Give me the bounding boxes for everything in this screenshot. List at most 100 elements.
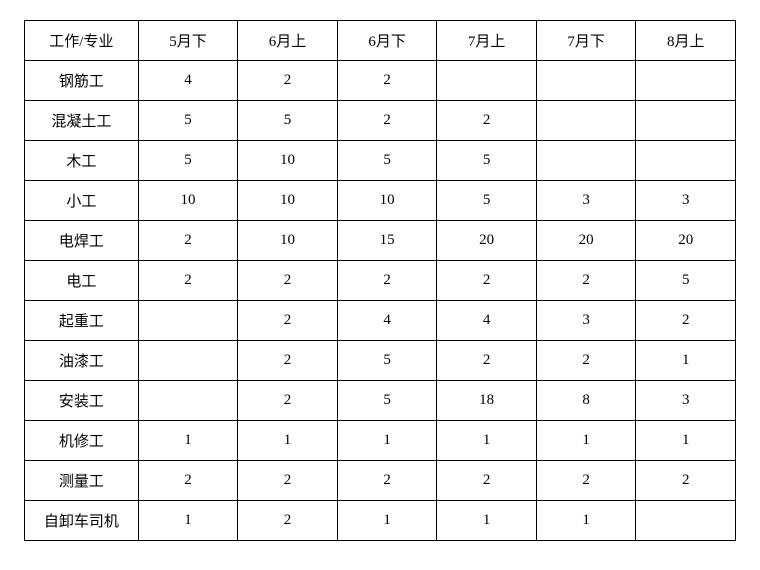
cell: 2 bbox=[138, 221, 238, 261]
cell: 2 bbox=[238, 501, 338, 541]
cell: 1 bbox=[238, 421, 338, 461]
cell: 20 bbox=[437, 221, 537, 261]
cell: 20 bbox=[536, 221, 636, 261]
cell: 5 bbox=[337, 141, 437, 181]
cell: 2 bbox=[238, 301, 338, 341]
cell: 2 bbox=[138, 261, 238, 301]
table-row: 油漆工 2 5 2 2 1 bbox=[25, 341, 736, 381]
cell: 2 bbox=[337, 261, 437, 301]
cell: 2 bbox=[337, 461, 437, 501]
cell: 3 bbox=[636, 181, 736, 221]
cell: 2 bbox=[238, 341, 338, 381]
cell: 4 bbox=[437, 301, 537, 341]
cell: 2 bbox=[238, 261, 338, 301]
cell: 2 bbox=[636, 461, 736, 501]
row-label: 小工 bbox=[25, 181, 139, 221]
cell: 1 bbox=[337, 501, 437, 541]
cell: 4 bbox=[337, 301, 437, 341]
cell bbox=[636, 61, 736, 101]
cell: 2 bbox=[437, 261, 537, 301]
cell: 1 bbox=[138, 421, 238, 461]
header-jul-late: 7月下 bbox=[536, 21, 636, 61]
cell bbox=[138, 381, 238, 421]
cell: 2 bbox=[536, 341, 636, 381]
cell: 5 bbox=[437, 181, 537, 221]
cell: 5 bbox=[337, 381, 437, 421]
row-label: 电焊工 bbox=[25, 221, 139, 261]
table-row: 机修工 1 1 1 1 1 1 bbox=[25, 421, 736, 461]
table-header-row: 工作/专业 5月下 6月上 6月下 7月上 7月下 8月上 bbox=[25, 21, 736, 61]
cell: 18 bbox=[437, 381, 537, 421]
row-label: 电工 bbox=[25, 261, 139, 301]
cell: 2 bbox=[238, 61, 338, 101]
table-row: 电工 2 2 2 2 2 5 bbox=[25, 261, 736, 301]
cell: 10 bbox=[238, 221, 338, 261]
cell: 5 bbox=[138, 101, 238, 141]
cell: 1 bbox=[636, 341, 736, 381]
cell: 8 bbox=[536, 381, 636, 421]
cell bbox=[536, 101, 636, 141]
table-row: 起重工 2 4 4 3 2 bbox=[25, 301, 736, 341]
cell bbox=[138, 301, 238, 341]
cell: 10 bbox=[138, 181, 238, 221]
header-may-late: 5月下 bbox=[138, 21, 238, 61]
table-row: 木工 5 10 5 5 bbox=[25, 141, 736, 181]
cell: 2 bbox=[437, 461, 537, 501]
cell: 2 bbox=[337, 61, 437, 101]
table-row: 测量工 2 2 2 2 2 2 bbox=[25, 461, 736, 501]
cell: 3 bbox=[636, 381, 736, 421]
cell: 10 bbox=[238, 181, 338, 221]
cell: 2 bbox=[337, 101, 437, 141]
cell: 1 bbox=[636, 421, 736, 461]
table-row: 小工 10 10 10 5 3 3 bbox=[25, 181, 736, 221]
cell: 1 bbox=[536, 421, 636, 461]
cell: 3 bbox=[536, 301, 636, 341]
cell: 1 bbox=[138, 501, 238, 541]
header-aug-early: 8月上 bbox=[636, 21, 736, 61]
cell: 2 bbox=[437, 341, 537, 381]
cell: 1 bbox=[337, 421, 437, 461]
cell: 1 bbox=[437, 421, 537, 461]
cell: 1 bbox=[437, 501, 537, 541]
cell: 15 bbox=[337, 221, 437, 261]
cell: 20 bbox=[636, 221, 736, 261]
cell: 5 bbox=[636, 261, 736, 301]
cell: 2 bbox=[636, 301, 736, 341]
cell bbox=[636, 501, 736, 541]
cell bbox=[636, 141, 736, 181]
header-jun-early: 6月上 bbox=[238, 21, 338, 61]
table-body: 钢筋工 4 2 2 混凝土工 5 5 2 2 木工 5 10 5 5 小工 bbox=[25, 61, 736, 541]
cell: 4 bbox=[138, 61, 238, 101]
cell: 2 bbox=[536, 461, 636, 501]
cell: 2 bbox=[138, 461, 238, 501]
row-label: 钢筋工 bbox=[25, 61, 139, 101]
cell: 3 bbox=[536, 181, 636, 221]
cell: 5 bbox=[238, 101, 338, 141]
row-label: 混凝土工 bbox=[25, 101, 139, 141]
cell: 5 bbox=[138, 141, 238, 181]
cell bbox=[536, 61, 636, 101]
row-label: 油漆工 bbox=[25, 341, 139, 381]
cell: 2 bbox=[238, 381, 338, 421]
row-label: 安装工 bbox=[25, 381, 139, 421]
row-label: 木工 bbox=[25, 141, 139, 181]
cell: 5 bbox=[437, 141, 537, 181]
table-row: 电焊工 2 10 15 20 20 20 bbox=[25, 221, 736, 261]
row-label: 机修工 bbox=[25, 421, 139, 461]
cell: 1 bbox=[536, 501, 636, 541]
cell: 2 bbox=[536, 261, 636, 301]
table-row: 混凝土工 5 5 2 2 bbox=[25, 101, 736, 141]
table-row: 自卸车司机 1 2 1 1 1 bbox=[25, 501, 736, 541]
table-row: 安装工 2 5 18 8 3 bbox=[25, 381, 736, 421]
header-jun-late: 6月下 bbox=[337, 21, 437, 61]
labor-schedule-table: 工作/专业 5月下 6月上 6月下 7月上 7月下 8月上 钢筋工 4 2 2 … bbox=[24, 20, 736, 541]
cell: 10 bbox=[337, 181, 437, 221]
header-job-type: 工作/专业 bbox=[25, 21, 139, 61]
cell: 2 bbox=[238, 461, 338, 501]
row-label: 自卸车司机 bbox=[25, 501, 139, 541]
cell: 5 bbox=[337, 341, 437, 381]
cell bbox=[138, 341, 238, 381]
cell: 10 bbox=[238, 141, 338, 181]
header-jul-early: 7月上 bbox=[437, 21, 537, 61]
cell: 2 bbox=[437, 101, 537, 141]
